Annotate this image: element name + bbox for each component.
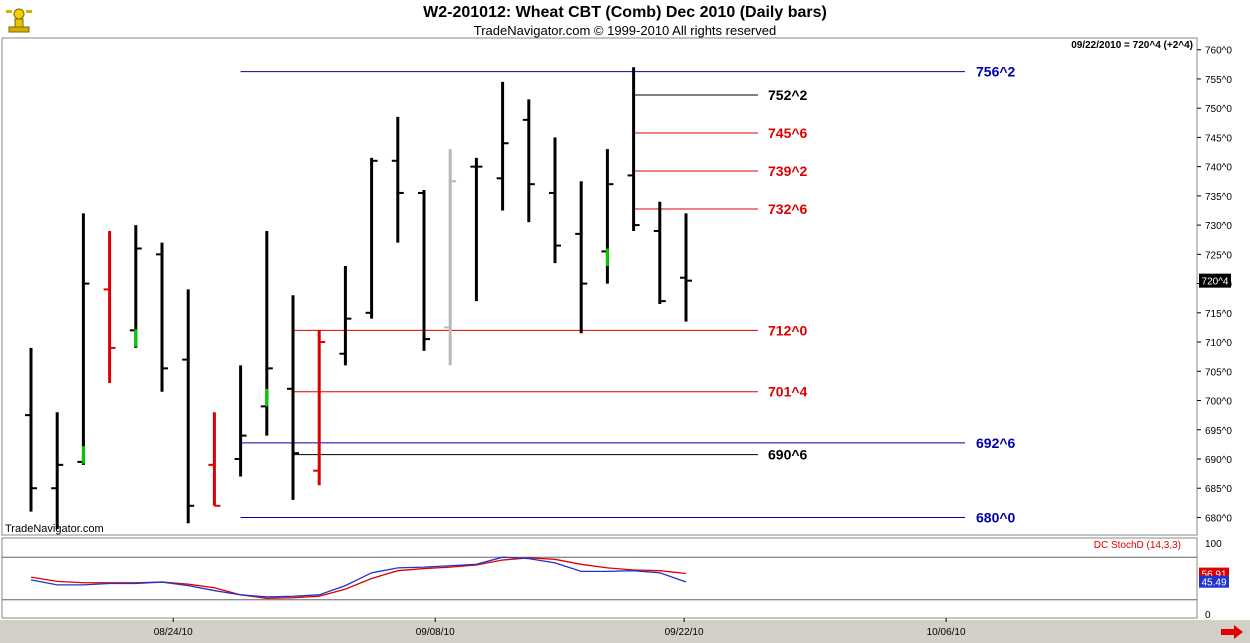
y-tick-label: 710^0 bbox=[1205, 338, 1232, 349]
level-label: 752^2 bbox=[768, 87, 808, 103]
level-label: 739^2 bbox=[768, 163, 808, 179]
chart-subtitle: TradeNavigator.com © 1999-2010 All right… bbox=[473, 23, 777, 38]
level-label: 745^6 bbox=[768, 125, 808, 141]
y-tick-label: 715^0 bbox=[1205, 309, 1232, 320]
current-price-label: 720^4 bbox=[1202, 277, 1229, 288]
y-tick-label: 680^0 bbox=[1205, 513, 1232, 524]
price-panel bbox=[1, 37, 1198, 536]
y-tick-label: 690^0 bbox=[1205, 455, 1232, 466]
level-label: 712^0 bbox=[768, 322, 808, 338]
date-axis-strip bbox=[0, 620, 1250, 643]
y-tick-label: 695^0 bbox=[1205, 426, 1232, 437]
level-label: 701^4 bbox=[768, 384, 808, 400]
level-label: 732^6 bbox=[768, 201, 808, 217]
watermark: TradeNavigator.com bbox=[5, 523, 104, 535]
x-tick-label: 09/08/10 bbox=[416, 627, 455, 638]
y-tick-label: 735^0 bbox=[1205, 192, 1232, 203]
y-tick-label: 750^0 bbox=[1205, 104, 1232, 115]
stoch-line bbox=[30, 556, 687, 598]
level-label: 690^6 bbox=[768, 447, 808, 463]
y-tick-label: 745^0 bbox=[1205, 133, 1232, 144]
current-price-tag bbox=[1199, 273, 1231, 288]
price-axis-strip bbox=[1198, 38, 1250, 618]
level-label: 692^6 bbox=[976, 435, 1016, 451]
y-tick-label: 740^0 bbox=[1205, 163, 1232, 174]
level-label: 756^2 bbox=[976, 64, 1016, 80]
y-tick-label: 760^0 bbox=[1205, 46, 1232, 57]
stoch-value-tag bbox=[1199, 575, 1229, 588]
y-tick-label: 700^0 bbox=[1205, 397, 1232, 408]
x-tick-label: 08/24/10 bbox=[154, 627, 193, 638]
indicator-name: DC StochD (14,3,3) bbox=[1094, 540, 1181, 551]
stoch-value-label: 56.91 bbox=[1201, 570, 1226, 581]
trade-navigator-logo-icon bbox=[6, 8, 32, 33]
y-tick-label: 685^0 bbox=[1205, 484, 1232, 495]
y-tick-label: 725^0 bbox=[1205, 250, 1232, 261]
x-tick-label: 10/06/10 bbox=[927, 627, 966, 638]
stoch-value-label: 45.49 bbox=[1201, 578, 1226, 589]
stoch-y-tick-label: 0 bbox=[1205, 610, 1211, 621]
y-tick-label: 730^0 bbox=[1205, 221, 1232, 232]
scroll-right-arrow-icon[interactable] bbox=[1220, 625, 1244, 639]
y-tick-label: 705^0 bbox=[1205, 367, 1232, 378]
level-label: 680^0 bbox=[976, 509, 1016, 525]
stochastic-panel bbox=[1, 537, 1198, 619]
last-quote: 09/22/2010 = 720^4 (+2^4) bbox=[1071, 40, 1193, 51]
chart-title: W2-201012: Wheat CBT (Comb) Dec 2010 (Da… bbox=[423, 4, 827, 21]
y-tick-label: 755^0 bbox=[1205, 75, 1232, 86]
stoch-y-tick-label: 100 bbox=[1205, 539, 1222, 550]
x-tick-label: 09/22/10 bbox=[665, 627, 704, 638]
